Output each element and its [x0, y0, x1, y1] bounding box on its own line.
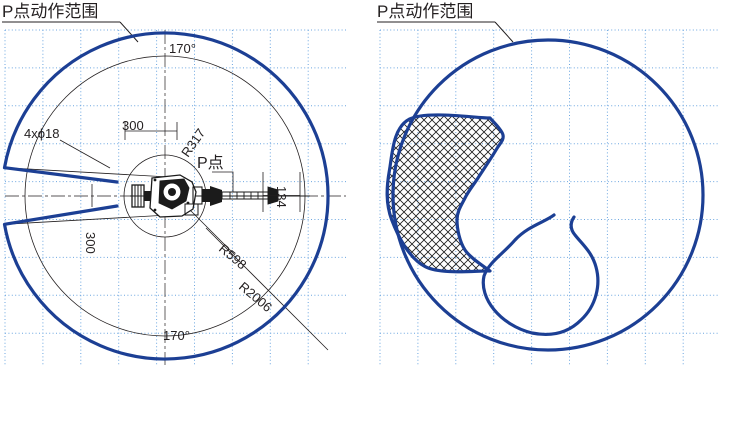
svg-text:P点动作范围: P点动作范围	[2, 2, 98, 21]
svg-text:P点动作范围: P点动作范围	[377, 2, 473, 21]
svg-text:170°: 170°	[169, 41, 196, 56]
svg-text:134: 134	[274, 186, 289, 208]
svg-text:300: 300	[83, 232, 98, 254]
svg-text:170°: 170°	[163, 328, 190, 343]
svg-text:P点: P点	[197, 154, 224, 172]
svg-text:4xϕ18: 4xϕ18	[24, 126, 59, 141]
